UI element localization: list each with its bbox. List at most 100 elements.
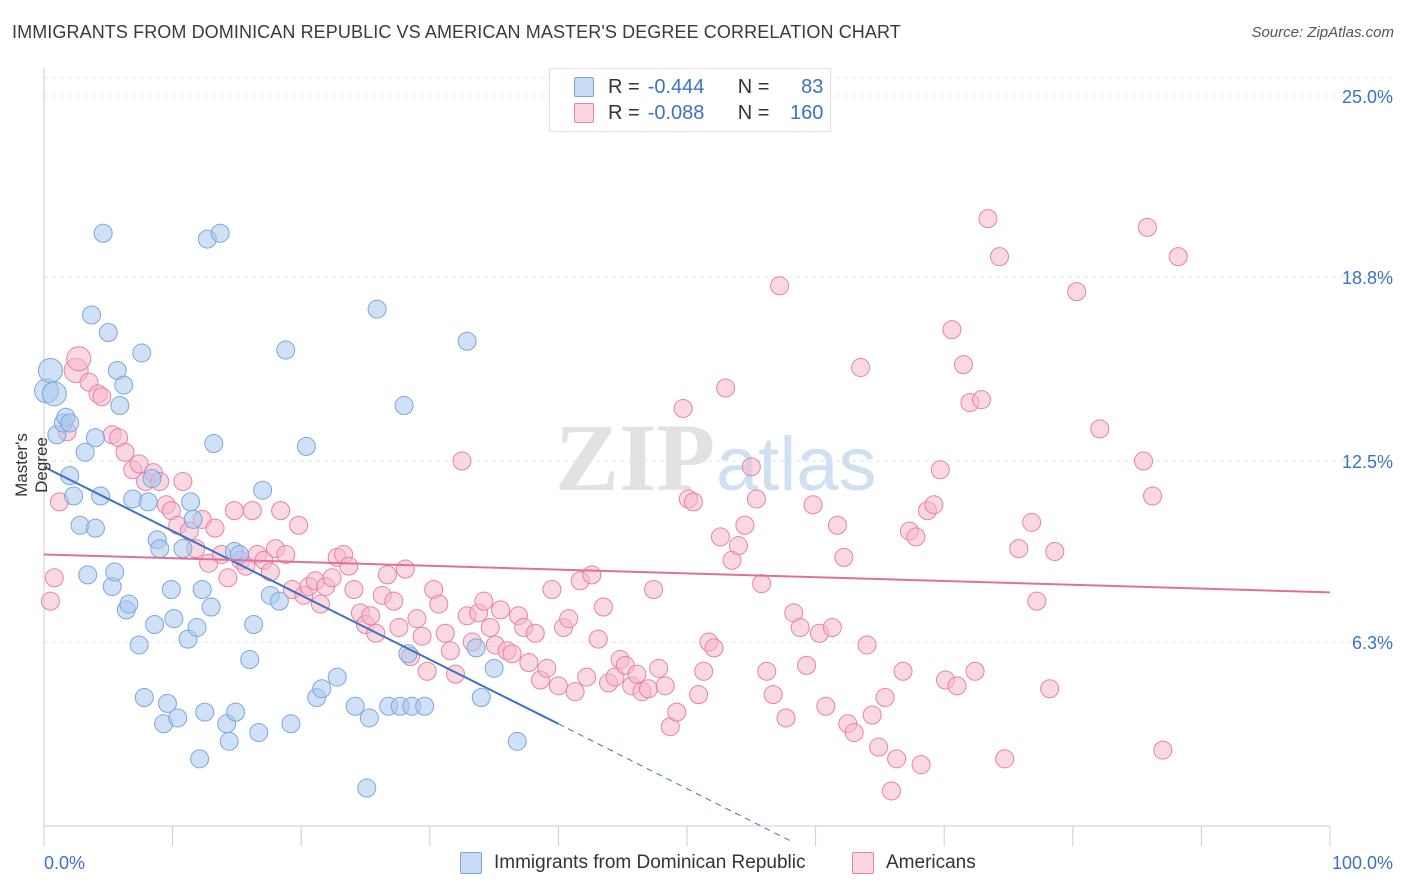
data-point xyxy=(187,617,207,637)
data-point xyxy=(694,661,714,681)
data-point xyxy=(60,413,80,433)
data-point xyxy=(98,323,118,343)
data-point xyxy=(752,574,772,594)
data-point xyxy=(638,679,658,699)
data-point xyxy=(205,518,225,538)
data-point xyxy=(704,638,724,658)
data-point xyxy=(210,223,230,243)
data-point xyxy=(1040,679,1060,699)
data-point xyxy=(875,688,895,708)
data-point xyxy=(1168,247,1188,267)
data-point xyxy=(911,755,931,775)
series-dominican xyxy=(34,223,527,798)
data-point xyxy=(281,714,301,734)
x-tick-label: 0.0% xyxy=(44,853,85,873)
data-point xyxy=(37,357,63,383)
data-point xyxy=(168,708,188,728)
data-point xyxy=(219,731,239,751)
data-point xyxy=(75,442,95,462)
data-point xyxy=(1153,740,1173,760)
data-point xyxy=(190,749,210,769)
data-point xyxy=(123,489,143,509)
data-point xyxy=(157,693,177,713)
data-point xyxy=(466,638,486,658)
data-point xyxy=(525,623,545,643)
data-point xyxy=(429,594,449,614)
data-point xyxy=(85,518,105,538)
data-point xyxy=(138,492,158,512)
trend-line-dominican xyxy=(43,465,559,725)
data-point xyxy=(129,635,149,655)
data-point xyxy=(519,652,539,672)
data-point xyxy=(41,381,67,407)
data-point xyxy=(474,591,494,611)
data-point xyxy=(548,676,568,696)
legend-label-dominican: Immigrants from Dominican Republic xyxy=(494,852,806,873)
data-point xyxy=(384,591,404,611)
data-point xyxy=(142,469,162,489)
data-point xyxy=(893,661,913,681)
data-point xyxy=(728,536,748,556)
data-point xyxy=(834,547,854,567)
data-point xyxy=(389,617,409,637)
legend-n-label: N = xyxy=(737,75,770,98)
data-point xyxy=(673,398,693,418)
data-point xyxy=(857,635,877,655)
data-point xyxy=(906,527,926,547)
data-point xyxy=(129,454,149,474)
data-point xyxy=(881,781,901,801)
data-point xyxy=(947,676,967,696)
data-point xyxy=(1045,542,1065,562)
data-point xyxy=(173,471,193,491)
data-point xyxy=(195,702,215,722)
data-point xyxy=(491,600,511,620)
data-point xyxy=(134,688,154,708)
legend-r-label: R = xyxy=(608,75,640,98)
data-point xyxy=(588,629,608,649)
data-point xyxy=(995,749,1015,769)
data-point xyxy=(627,664,647,684)
legend-r-value: -0.444 xyxy=(647,75,705,98)
data-point xyxy=(930,460,950,480)
data-point xyxy=(367,299,387,319)
legend-n-label: N = xyxy=(737,101,770,124)
data-point xyxy=(312,679,332,699)
data-point xyxy=(161,579,181,599)
axes xyxy=(43,68,1331,846)
y-tick-label: 25.0% xyxy=(1342,87,1393,107)
data-point xyxy=(542,579,562,599)
data-point xyxy=(412,626,432,646)
data-point xyxy=(361,606,381,626)
data-point xyxy=(440,641,460,661)
data-point xyxy=(593,597,613,617)
data-point xyxy=(1143,486,1163,506)
trend-line-americans xyxy=(43,553,1331,594)
data-point xyxy=(322,568,342,588)
data-point xyxy=(452,451,472,471)
data-point xyxy=(289,515,309,535)
data-point xyxy=(164,609,184,629)
data-point xyxy=(577,667,597,687)
legend-r-label: R = xyxy=(608,101,640,124)
data-point xyxy=(862,705,882,725)
data-point xyxy=(269,591,289,611)
data-point xyxy=(357,778,377,798)
legend-swatch-pink xyxy=(852,852,874,874)
data-point xyxy=(649,658,669,678)
y-tick-label: 12.5% xyxy=(1342,452,1393,472)
data-point xyxy=(92,387,112,407)
data-point xyxy=(1134,451,1154,471)
data-point xyxy=(965,661,985,681)
data-point xyxy=(201,597,221,617)
data-point xyxy=(327,667,347,687)
data-point xyxy=(1009,539,1029,559)
data-point xyxy=(344,579,364,599)
data-point xyxy=(763,685,783,705)
data-point xyxy=(204,433,224,453)
data-point xyxy=(260,562,280,582)
data-point xyxy=(655,676,675,696)
data-point xyxy=(415,696,435,716)
data-point xyxy=(667,702,687,722)
data-point xyxy=(345,696,365,716)
